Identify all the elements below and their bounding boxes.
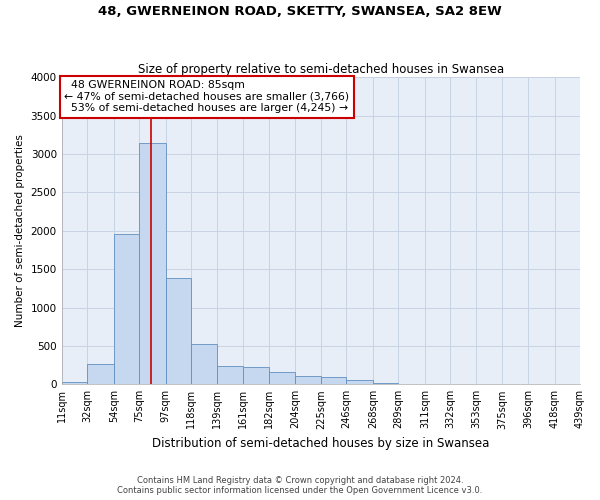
Bar (269, 372, 295, 384)
Bar (217, 366, 244, 384)
Bar (139, 143, 166, 384)
Text: 48, GWERNEINON ROAD, SKETTY, SWANSEA, SA2 8EW: 48, GWERNEINON ROAD, SKETTY, SWANSEA, SA… (98, 5, 502, 18)
Bar (244, 366, 269, 384)
X-axis label: Distribution of semi-detached houses by size in Swansea: Distribution of semi-detached houses by … (152, 437, 490, 450)
Bar (62, 382, 87, 384)
Bar (191, 344, 217, 384)
Bar (346, 380, 373, 384)
Bar (373, 383, 398, 384)
Y-axis label: Number of semi-detached properties: Number of semi-detached properties (15, 134, 25, 327)
Bar (114, 234, 139, 384)
Text: Contains HM Land Registry data © Crown copyright and database right 2024.
Contai: Contains HM Land Registry data © Crown c… (118, 476, 482, 495)
Text: 48 GWERNEINON ROAD: 85sqm
← 47% of semi-detached houses are smaller (3,766)
  53: 48 GWERNEINON ROAD: 85sqm ← 47% of semi-… (64, 80, 349, 114)
Bar (166, 278, 191, 384)
Title: Size of property relative to semi-detached houses in Swansea: Size of property relative to semi-detach… (138, 63, 504, 76)
Bar (87, 364, 114, 384)
Bar (295, 376, 321, 384)
Bar (321, 378, 346, 384)
